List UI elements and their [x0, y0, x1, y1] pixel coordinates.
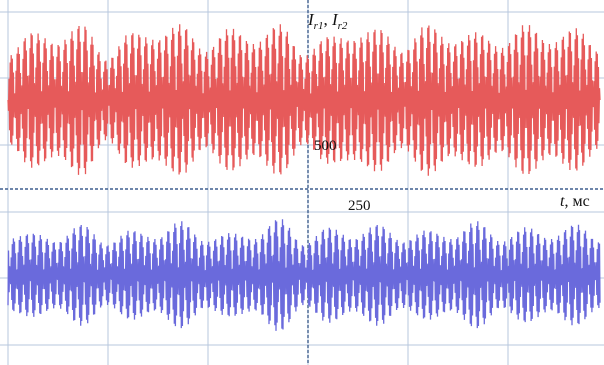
- y-axis-label: Ir1, Ir2: [307, 10, 348, 32]
- x-tick-label-500: 500: [314, 138, 337, 154]
- x-tick-label-250: 250: [348, 198, 371, 214]
- series-line-2: [7, 219, 601, 331]
- x-axis-label: t, мс: [560, 193, 590, 210]
- series-group: [7, 24, 601, 331]
- series-line-1: [7, 24, 601, 176]
